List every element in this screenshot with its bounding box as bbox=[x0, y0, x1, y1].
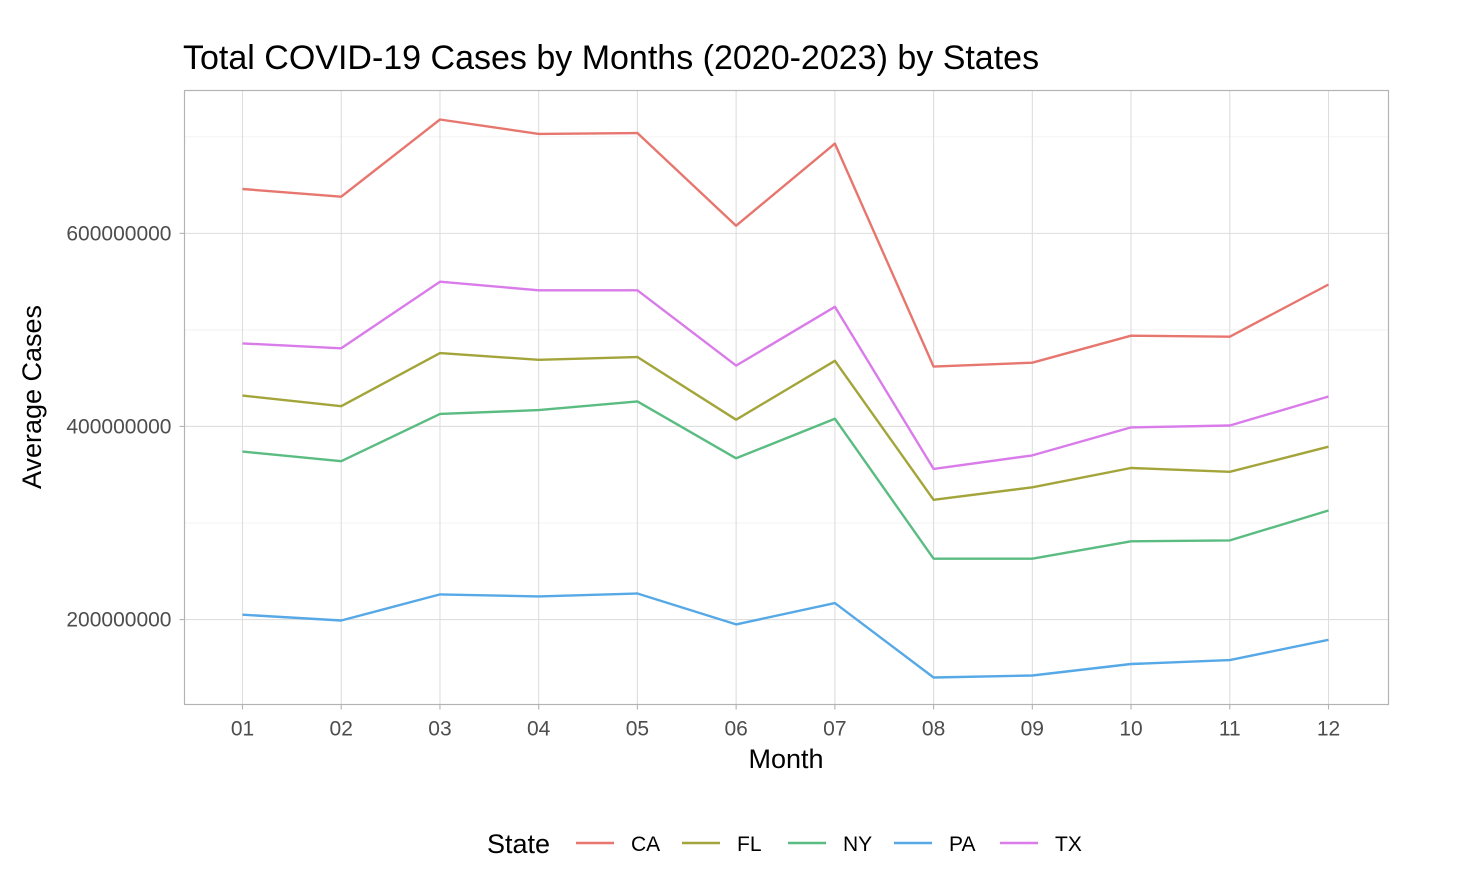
x-tick-label: 09 bbox=[1021, 718, 1044, 741]
x-tick-label: 05 bbox=[626, 718, 649, 741]
x-tick-label: 04 bbox=[527, 718, 551, 741]
x-tick-label: 12 bbox=[1317, 718, 1340, 741]
y-axis: 200000000 400000000 600000000 bbox=[66, 222, 185, 632]
legend-label-ca: CA bbox=[631, 833, 660, 856]
chart-title: Total COVID-19 Cases by Months (2020-202… bbox=[183, 39, 1039, 77]
series-line-tx bbox=[242, 280, 1329, 471]
x-axis-title: Month bbox=[748, 744, 823, 774]
y-axis-title: Average Cases bbox=[17, 305, 47, 489]
legend-label-pa: PA bbox=[949, 833, 975, 856]
legend-label-ny: NY bbox=[843, 833, 872, 856]
y-tick-label: 400000000 bbox=[66, 415, 171, 438]
legend: State CA FL NY PA TX bbox=[487, 829, 1082, 859]
y-tick-label: 600000000 bbox=[66, 222, 171, 245]
x-tick-label: 08 bbox=[922, 718, 945, 741]
x-tick-label: 02 bbox=[330, 718, 353, 741]
x-axis: 01 02 03 04 05 06 07 08 09 10 11 12 bbox=[231, 704, 1340, 741]
x-tick-label: 10 bbox=[1119, 718, 1142, 741]
legend-title: State bbox=[487, 829, 550, 859]
legend-label-fl: FL bbox=[737, 833, 762, 856]
series-line-fl bbox=[242, 351, 1329, 501]
x-tick-label: 07 bbox=[823, 718, 846, 741]
series-lines bbox=[242, 118, 1330, 679]
plot-panel-border bbox=[183, 89, 1390, 706]
x-tick-label: 01 bbox=[231, 718, 254, 741]
x-tick-label: 03 bbox=[428, 718, 451, 741]
x-tick-label: 06 bbox=[724, 718, 747, 741]
series-line-ny bbox=[242, 400, 1329, 560]
series-line-ca bbox=[242, 118, 1330, 368]
legend-label-tx: TX bbox=[1055, 833, 1082, 856]
y-tick-label: 200000000 bbox=[66, 609, 171, 632]
x-tick-label: 11 bbox=[1219, 718, 1241, 741]
series-line-pa bbox=[242, 592, 1329, 679]
